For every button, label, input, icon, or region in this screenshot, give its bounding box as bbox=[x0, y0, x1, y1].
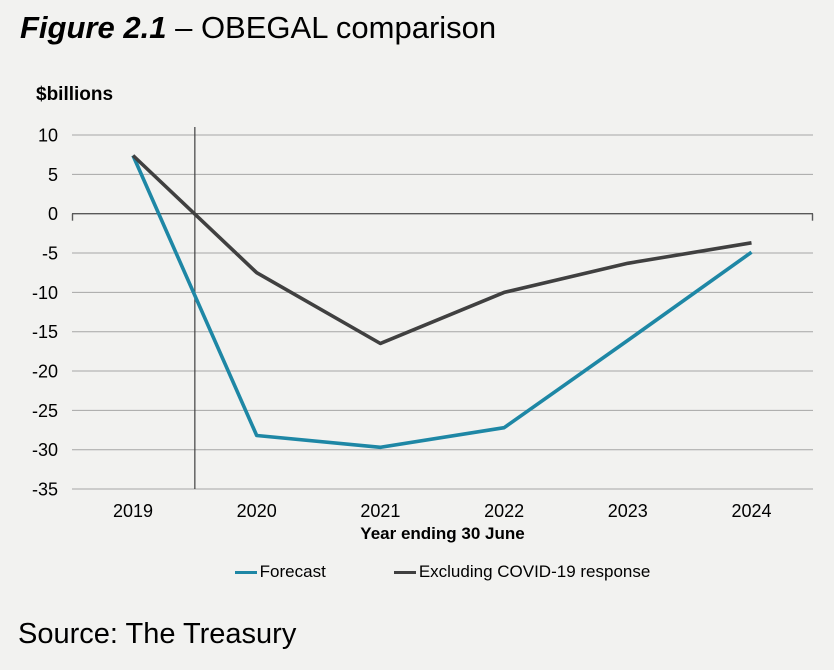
x-axis-title: Year ending 30 June bbox=[360, 524, 525, 543]
y-tick-label: 10 bbox=[38, 126, 58, 146]
x-tick-label: 2020 bbox=[237, 501, 277, 521]
legend-label-excluding-covid: Excluding COVID-19 response bbox=[418, 562, 651, 581]
series-line-1 bbox=[131, 154, 752, 346]
y-tick-label: -25 bbox=[32, 401, 58, 421]
x-tick-label: 2022 bbox=[484, 501, 524, 521]
y-axis-unit-label: $billions bbox=[36, 84, 114, 105]
y-tick-label: -35 bbox=[32, 480, 58, 500]
legend-line-swatch-forecast bbox=[234, 570, 257, 574]
source-attribution: Source: The Treasury bbox=[18, 618, 297, 650]
x-tick-label: 2019 bbox=[113, 501, 153, 521]
legend-item-excluding-covid: Excluding COVID-19 response bbox=[393, 562, 651, 582]
figure-title-dash: – bbox=[175, 10, 193, 45]
y-tick-label: -30 bbox=[32, 440, 58, 460]
figure-title: Figure 2.1 – OBEGAL comparison bbox=[20, 10, 496, 46]
x-tick-label: 2024 bbox=[731, 501, 771, 521]
x-tick-label: 2021 bbox=[360, 501, 400, 521]
y-tick-label: 5 bbox=[48, 165, 58, 185]
legend-line-swatch-excluding-covid bbox=[393, 570, 416, 574]
y-tick-label: 0 bbox=[48, 204, 58, 224]
figure-title-text: OBEGAL comparison bbox=[200, 10, 497, 45]
y-tick-label: -20 bbox=[32, 362, 58, 382]
y-tick-label: -15 bbox=[32, 322, 58, 342]
x-tick-label: 2023 bbox=[608, 501, 648, 521]
y-tick-label: -5 bbox=[42, 244, 58, 264]
legend-item-forecast: Forecast bbox=[234, 562, 326, 582]
chart-svg: 10 5 0 -5 -10 -15 -20 -25 -30 -35 2019 2020 2021 2022… bbox=[32, 126, 814, 521]
y-tick-label: -10 bbox=[32, 283, 58, 303]
series-line-0 bbox=[131, 154, 753, 450]
legend: Forecast Excluding COVID-19 response bbox=[72, 562, 813, 582]
figure-number: Figure 2.1 bbox=[20, 10, 167, 45]
legend-label-forecast: Forecast bbox=[259, 562, 326, 581]
